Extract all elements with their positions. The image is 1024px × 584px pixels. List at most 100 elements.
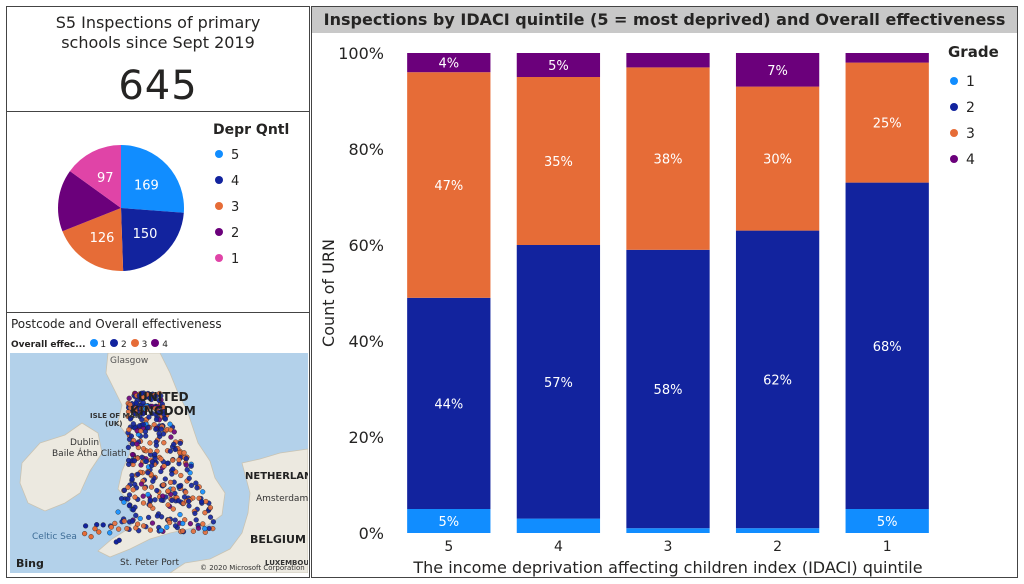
map-point[interactable]	[183, 489, 189, 495]
bar-segment-grade-3-quintile-3[interactable]	[626, 67, 710, 250]
bar-segment-grade-1-quintile-2[interactable]	[735, 528, 820, 533]
map-point[interactable]	[153, 426, 159, 432]
pie-slice-3[interactable]	[62, 208, 124, 271]
map-point[interactable]	[170, 466, 176, 472]
map-point[interactable]	[134, 521, 141, 527]
map-point[interactable]	[138, 481, 145, 487]
pie-legend-item-3[interactable]: 3	[231, 200, 239, 215]
map-point[interactable]	[138, 390, 145, 396]
map-point[interactable]	[130, 487, 136, 493]
bar-segment-grade-1-quintile-5[interactable]	[407, 509, 491, 533]
map-point[interactable]	[146, 514, 152, 521]
map-point[interactable]	[130, 421, 137, 427]
map-point[interactable]	[202, 510, 208, 516]
map-point[interactable]	[156, 397, 162, 403]
map-point[interactable]	[138, 462, 144, 468]
pie-legend-item-1[interactable]: 1	[231, 252, 239, 267]
bar-segment-grade-3-quintile-5[interactable]	[407, 72, 491, 298]
map-point[interactable]	[183, 455, 189, 462]
map-point[interactable]	[171, 441, 177, 447]
map-point[interactable]	[181, 494, 188, 500]
map-point[interactable]	[140, 421, 146, 428]
map-point[interactable]	[187, 521, 194, 527]
map-point[interactable]	[143, 458, 150, 465]
map-point[interactable]	[92, 526, 98, 532]
map-point[interactable]	[145, 424, 151, 431]
map-canvas[interactable]: Glasgow UNITED KINGDOM ISLE OF MAN (UK) …	[10, 353, 308, 573]
map-point[interactable]	[200, 489, 206, 495]
map-point[interactable]	[129, 518, 136, 524]
map-point[interactable]	[146, 414, 152, 420]
map-point[interactable]	[144, 406, 150, 412]
pie-legend-item-5[interactable]: 5	[231, 148, 239, 163]
map-point[interactable]	[81, 531, 88, 537]
map-point[interactable]	[169, 497, 175, 504]
map-point[interactable]	[128, 433, 135, 439]
map-point[interactable]	[172, 523, 179, 529]
map-point[interactable]	[126, 395, 132, 401]
map-point[interactable]	[171, 429, 177, 435]
map-point[interactable]	[145, 470, 151, 476]
map-point[interactable]	[165, 488, 171, 494]
map-point[interactable]	[130, 507, 136, 513]
map-point[interactable]	[158, 527, 164, 534]
map-point[interactable]	[147, 440, 153, 446]
map-point[interactable]	[140, 493, 146, 499]
bar-segment-grade-2-quintile-2[interactable]	[735, 230, 820, 529]
map-point[interactable]	[138, 428, 144, 434]
map-point[interactable]	[100, 522, 106, 528]
map-point[interactable]	[140, 399, 146, 406]
map-point[interactable]	[140, 500, 147, 506]
map-legend-item-4[interactable]: 4	[151, 339, 168, 350]
map-point[interactable]	[180, 528, 186, 534]
map-point[interactable]	[143, 433, 149, 439]
map-point[interactable]	[158, 456, 164, 462]
map-point[interactable]	[162, 416, 169, 422]
map-point[interactable]	[135, 471, 141, 477]
map-point[interactable]	[165, 502, 171, 508]
map-point[interactable]	[112, 520, 118, 527]
map-points[interactable]	[81, 390, 217, 545]
map-point[interactable]	[147, 395, 153, 401]
bar-legend-item-3[interactable]: 3	[966, 126, 975, 142]
map-point[interactable]	[167, 448, 173, 454]
map-point[interactable]	[183, 462, 189, 468]
map-point[interactable]	[161, 411, 167, 418]
map-point[interactable]	[125, 496, 131, 502]
map-point[interactable]	[125, 444, 132, 451]
map-point[interactable]	[176, 483, 183, 490]
map-point[interactable]	[153, 393, 159, 399]
map-point[interactable]	[115, 509, 121, 515]
map-point[interactable]	[180, 520, 186, 527]
map-point[interactable]	[170, 486, 176, 492]
bar-segment-grade-2-quintile-3[interactable]	[626, 249, 710, 529]
map-point[interactable]	[154, 487, 160, 494]
map-point[interactable]	[186, 475, 192, 482]
bar-segment-grade-1-quintile-3[interactable]	[626, 528, 710, 533]
map-point[interactable]	[164, 524, 170, 530]
pie-slice-4[interactable]	[121, 208, 184, 271]
map-point[interactable]	[127, 401, 133, 408]
map-point[interactable]	[168, 479, 174, 485]
map-point[interactable]	[147, 527, 154, 533]
map-point[interactable]	[147, 497, 153, 503]
pie-slice-5[interactable]	[121, 145, 184, 213]
pie-legend-item-2[interactable]: 2	[231, 226, 239, 241]
map-point[interactable]	[121, 518, 127, 524]
map-point[interactable]	[107, 530, 113, 536]
bar-segment-grade-3-quintile-4[interactable]	[516, 77, 601, 245]
map-point[interactable]	[207, 514, 214, 520]
pie-chart-panel[interactable]: 169 150 126 97 Depr Qntl 5 4 3 2 1	[6, 111, 310, 313]
map-point[interactable]	[126, 427, 132, 433]
map-point[interactable]	[144, 391, 150, 398]
map-point[interactable]	[125, 484, 131, 490]
map-point[interactable]	[175, 498, 182, 504]
bar-segment-grade-3-quintile-2[interactable]	[735, 86, 820, 231]
map-point[interactable]	[177, 449, 183, 456]
map-point[interactable]	[150, 478, 156, 484]
map-point[interactable]	[147, 448, 153, 454]
bar-legend-item-4[interactable]: 4	[966, 152, 975, 168]
map-point[interactable]	[202, 526, 208, 532]
map-point[interactable]	[131, 458, 138, 464]
map-point[interactable]	[82, 523, 89, 529]
